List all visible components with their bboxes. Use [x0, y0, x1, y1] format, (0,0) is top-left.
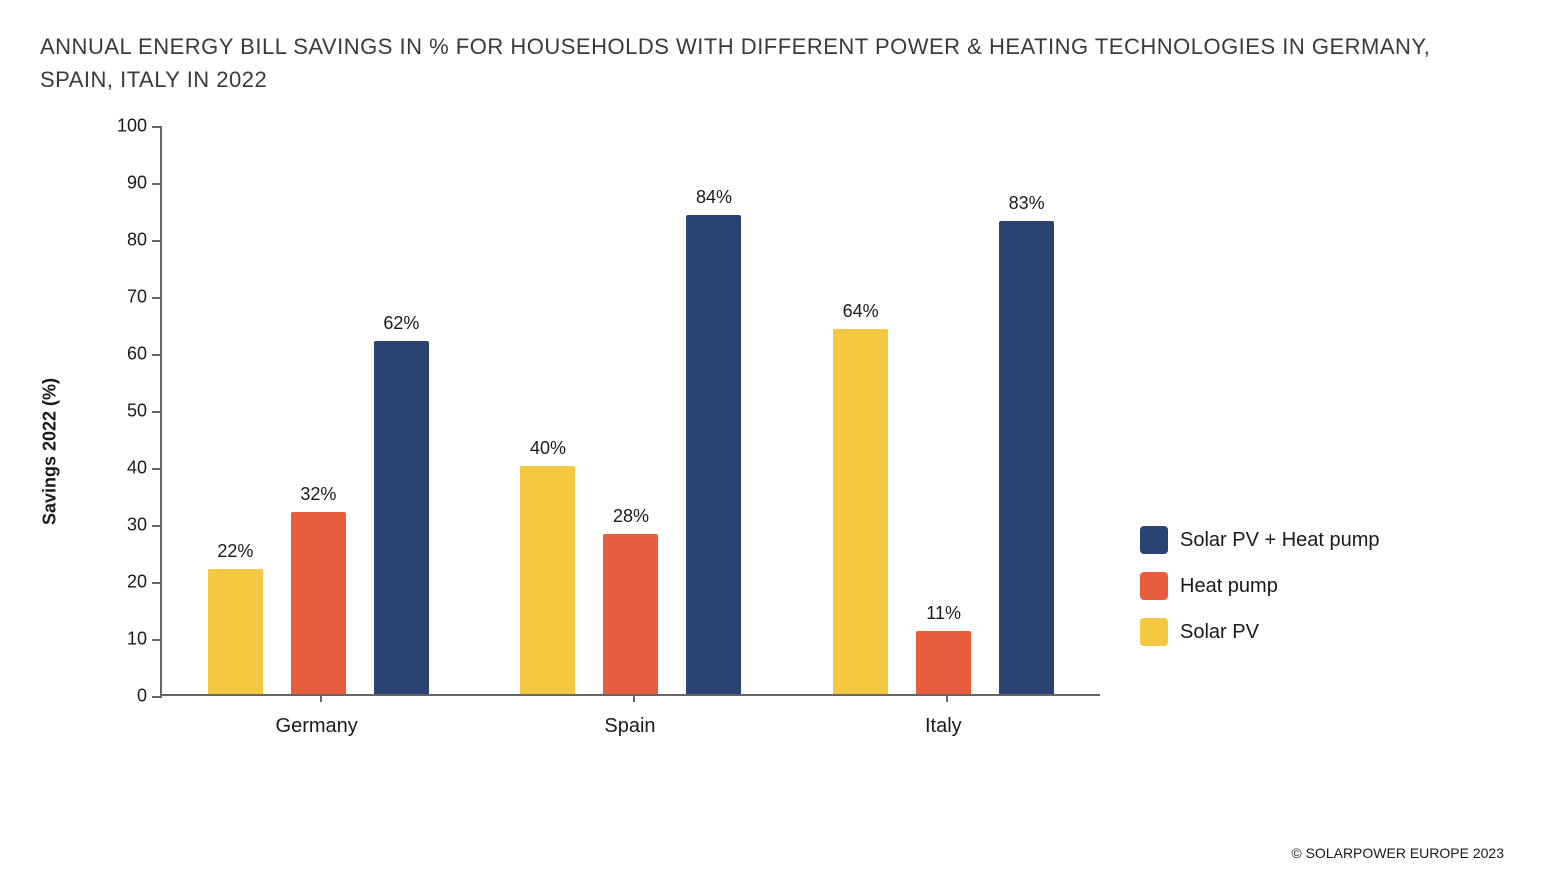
- y-tick: [152, 354, 162, 356]
- x-axis-category-label: Spain: [520, 715, 740, 738]
- legend: Solar PV + Heat pump Heat pump Solar PV: [1140, 526, 1380, 646]
- y-tick-label: 60: [107, 344, 147, 365]
- y-tick: [152, 126, 162, 128]
- x-axis-labels: Germany Spain Italy: [160, 696, 1100, 756]
- bar: 40%: [520, 466, 575, 694]
- legend-label: Heat pump: [1180, 575, 1278, 598]
- plot-area: 22%32%62%40%28%84%64%11%83% 010203040506…: [160, 126, 1100, 696]
- bar-value-label: 84%: [696, 187, 732, 208]
- x-axis-category-label: Germany: [207, 715, 427, 738]
- y-tick: [152, 639, 162, 641]
- y-tick: [152, 240, 162, 242]
- x-axis-category-label: Italy: [833, 715, 1053, 738]
- legend-label: Solar PV: [1180, 621, 1259, 644]
- y-tick-label: 20: [107, 572, 147, 593]
- chart-title: ANNUAL ENERGY BILL SAVINGS IN % FOR HOUS…: [40, 30, 1504, 96]
- y-tick-label: 90: [107, 173, 147, 194]
- y-tick-label: 100: [107, 116, 147, 137]
- bar-value-label: 32%: [300, 484, 336, 505]
- y-tick: [152, 468, 162, 470]
- y-axis-label: Savings 2022 (%): [40, 378, 61, 525]
- bar-group: 64% 11% 83%: [833, 126, 1054, 694]
- y-tick-label: 80: [107, 230, 147, 251]
- bar-value-label: 28%: [613, 506, 649, 527]
- y-tick: [152, 582, 162, 584]
- legend-swatch: [1140, 618, 1168, 646]
- bars-container: 22% 32% 62% 40% 28% 84% 64% 11% 83%: [162, 126, 1100, 694]
- bar-group: 22% 32% 62%: [208, 126, 429, 694]
- bar-value-label: 22%: [217, 541, 253, 562]
- bar-value-label: 11%: [926, 603, 961, 624]
- bar: 28%: [603, 534, 658, 694]
- bar-value-label: 62%: [383, 313, 419, 334]
- y-tick: [152, 525, 162, 527]
- bar-value-label: 64%: [843, 301, 879, 322]
- y-tick-label: 50: [107, 401, 147, 422]
- y-tick-label: 70: [107, 287, 147, 308]
- chart-wrapper: Savings 2022 (%) 22% 32% 62% 40% 28% 84% 64% 11…: [40, 126, 1504, 756]
- legend-label: Solar PV + Heat pump: [1180, 529, 1380, 552]
- bar: 84%: [686, 215, 741, 694]
- legend-item: Heat pump: [1140, 572, 1380, 600]
- bar: 64%: [833, 329, 888, 694]
- legend-swatch: [1140, 572, 1168, 600]
- y-tick-label: 0: [107, 686, 147, 707]
- bar: 32%: [291, 512, 346, 694]
- bar-group: 40% 28% 84%: [520, 126, 741, 694]
- legend-item: Solar PV: [1140, 618, 1380, 646]
- bar: 11%: [916, 631, 971, 694]
- chart-area: Savings 2022 (%) 22%32%62%40%28%84%64%11…: [100, 126, 1100, 756]
- legend-swatch: [1140, 526, 1168, 554]
- y-tick-label: 40: [107, 458, 147, 479]
- bar: 83%: [999, 221, 1054, 694]
- bar-value-label: 40%: [530, 438, 566, 459]
- legend-item: Solar PV + Heat pump: [1140, 526, 1380, 554]
- bar-value-label: 83%: [1009, 193, 1045, 214]
- y-tick: [152, 183, 162, 185]
- y-tick: [152, 411, 162, 413]
- y-tick-label: 10: [107, 629, 147, 650]
- y-tick: [152, 297, 162, 299]
- bar: 22%: [208, 569, 263, 694]
- copyright-text: © SOLARPOWER EUROPE 2023: [1291, 845, 1504, 861]
- bar: 62%: [374, 341, 429, 694]
- y-tick-label: 30: [107, 515, 147, 536]
